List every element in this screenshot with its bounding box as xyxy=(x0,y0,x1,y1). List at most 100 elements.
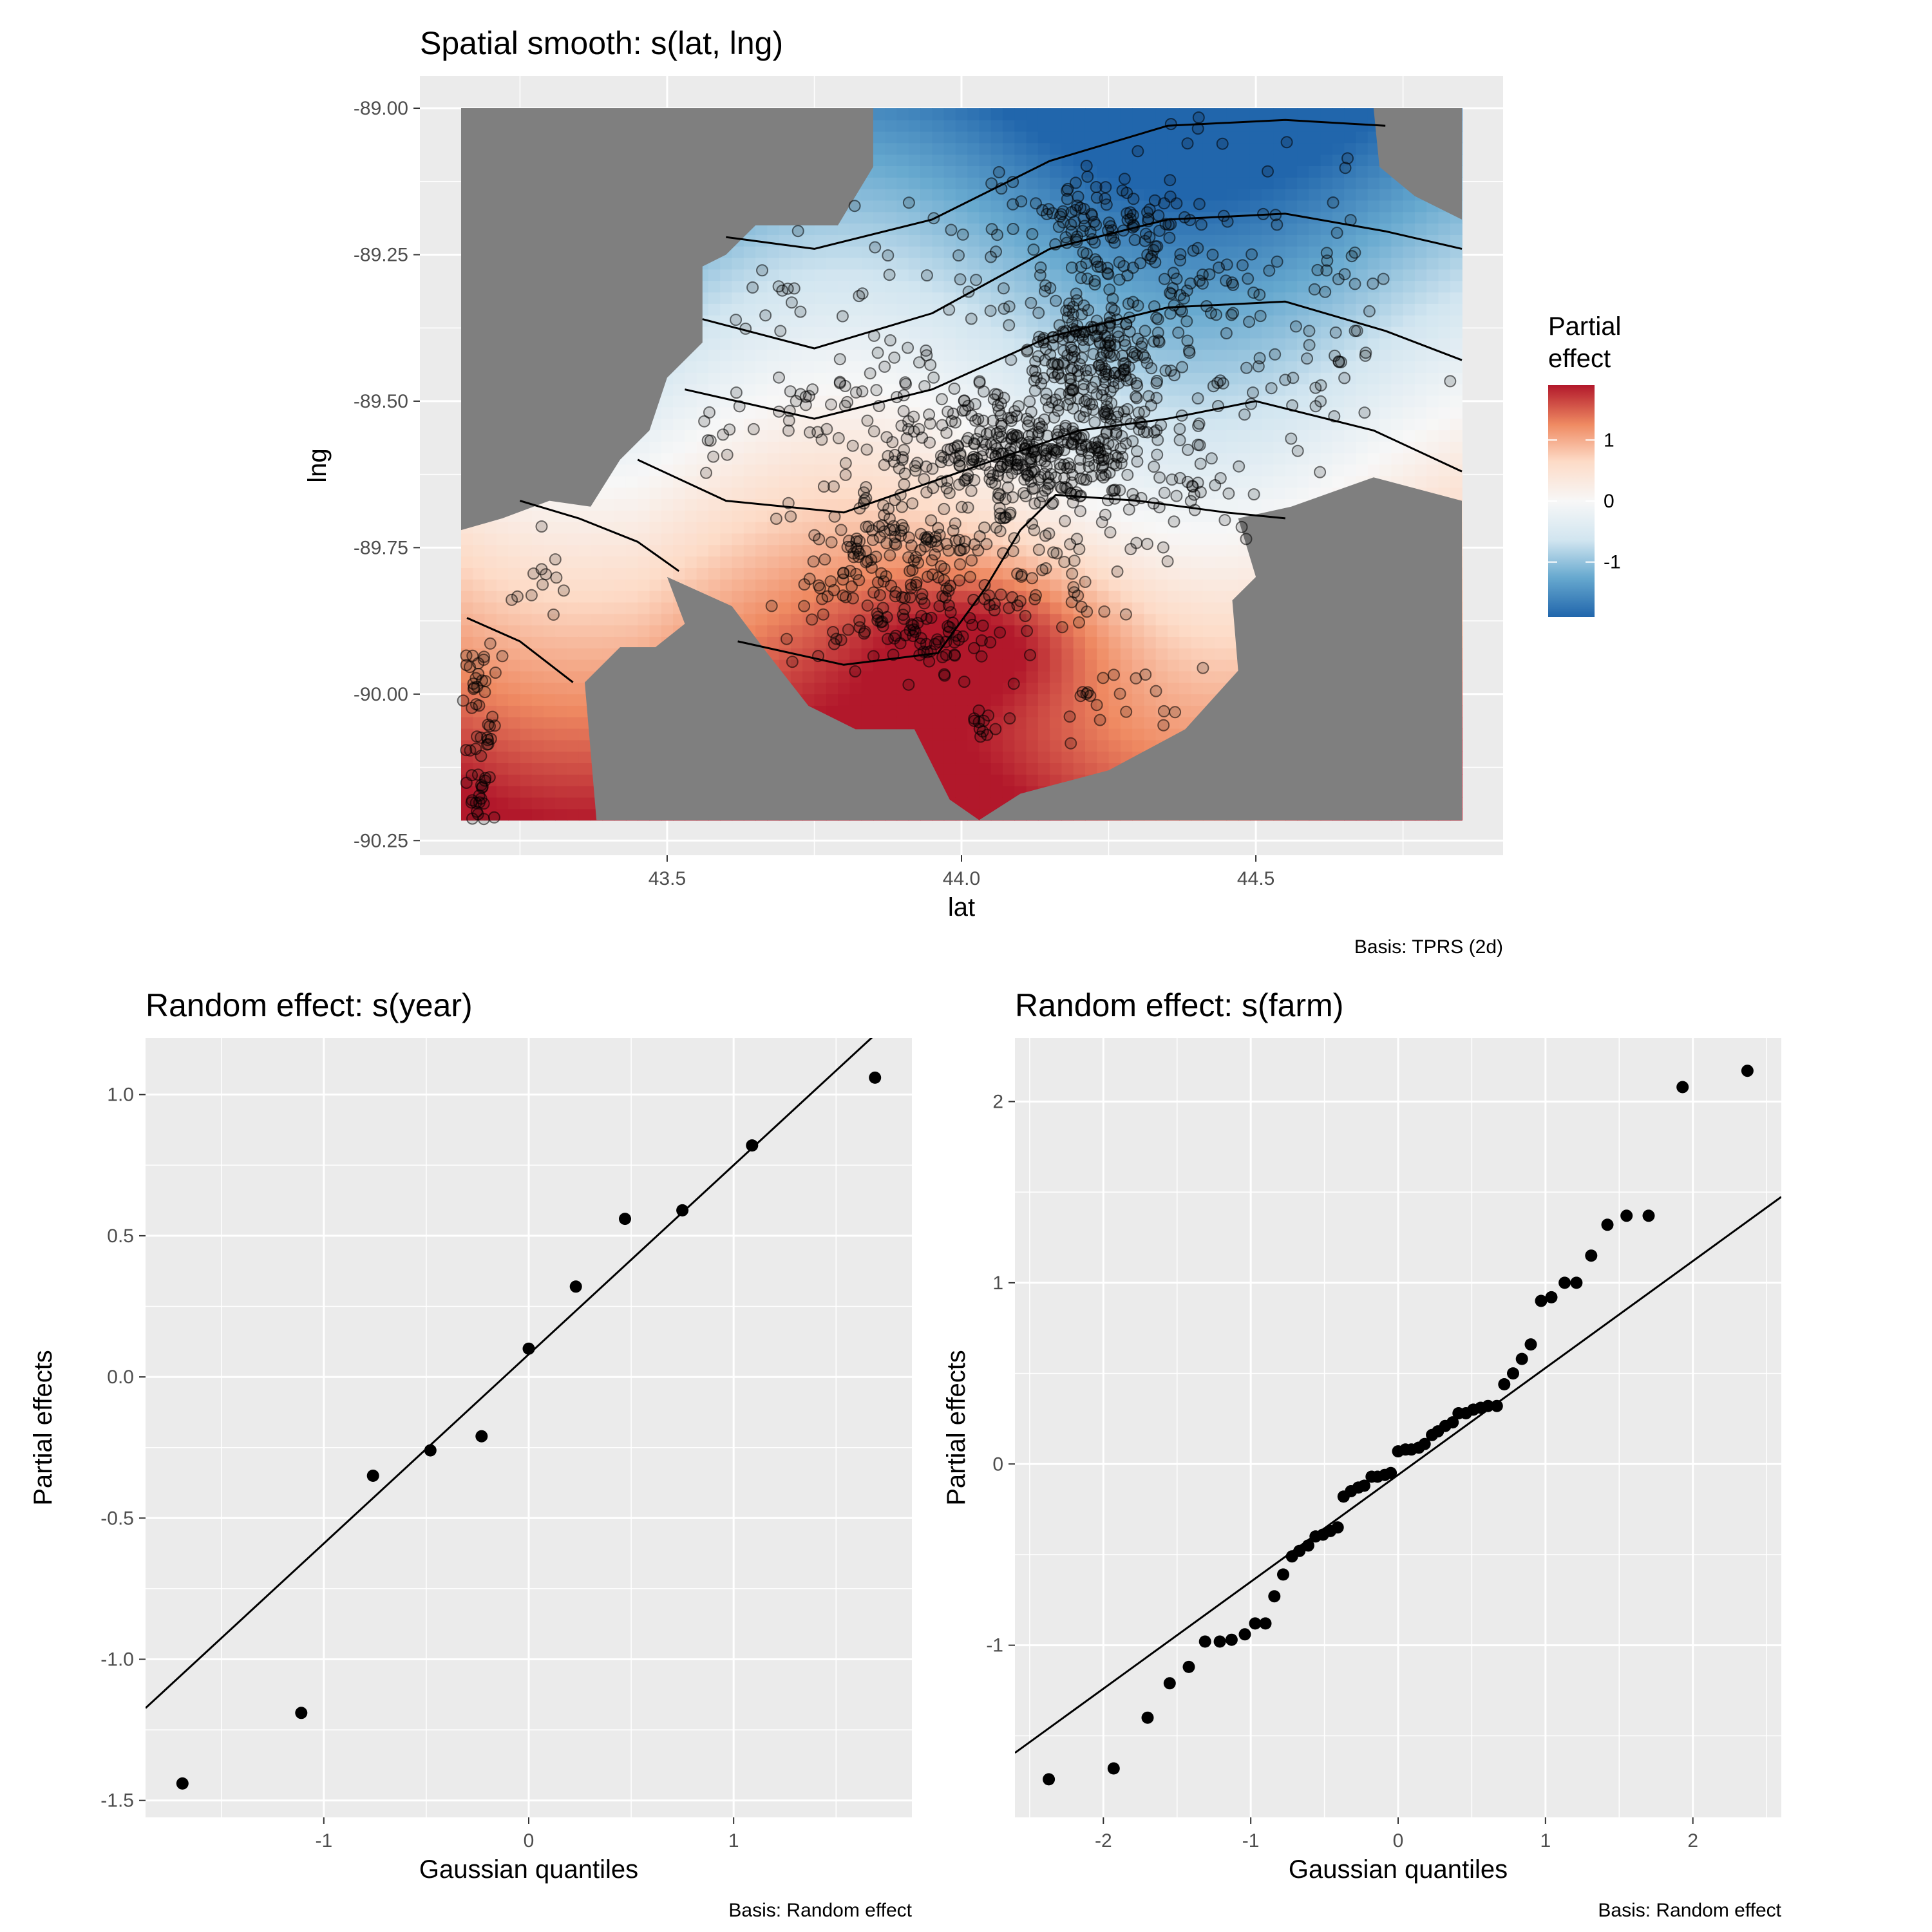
heatmap-cell xyxy=(1108,154,1121,166)
heatmap-cell xyxy=(591,590,603,603)
heatmap-cell xyxy=(932,223,945,235)
heatmap-cell xyxy=(896,682,909,695)
heatmap-cell xyxy=(1262,326,1274,339)
heatmap-cell xyxy=(1309,154,1321,166)
heatmap-cell xyxy=(932,292,945,304)
heatmap-cell xyxy=(520,728,533,741)
heatmap-cell xyxy=(1061,108,1074,120)
heatmap-cell xyxy=(1379,337,1392,350)
heatmap-cell xyxy=(979,234,992,247)
heatmap-cell xyxy=(520,625,533,637)
heatmap-cell xyxy=(755,372,768,384)
heatmap-cell xyxy=(1379,314,1392,327)
heatmap-cell xyxy=(1202,625,1215,637)
heatmap-cell xyxy=(1273,177,1286,189)
heatmap-cell xyxy=(1191,544,1204,557)
heatmap-cell xyxy=(826,705,838,717)
heatmap-cell xyxy=(873,716,886,729)
heatmap-cell xyxy=(696,533,709,545)
heatmap-cell xyxy=(1167,579,1180,591)
heatmap-cell xyxy=(531,808,544,821)
heatmap-cell xyxy=(861,716,874,729)
heatmap-cell xyxy=(1309,131,1321,144)
heatmap-cell xyxy=(1002,694,1016,706)
heatmap-cell xyxy=(932,108,945,120)
heatmap-cell xyxy=(1191,533,1204,545)
heatmap-cell xyxy=(1167,452,1180,465)
heatmap-cell xyxy=(885,590,898,603)
heatmap-cell xyxy=(743,441,756,453)
heatmap-cell xyxy=(1002,108,1016,120)
heatmap-cell xyxy=(838,245,851,258)
heatmap-cell xyxy=(849,441,862,453)
heatmap-cell xyxy=(1120,142,1133,155)
heatmap-cell xyxy=(932,751,945,764)
heatmap-cell xyxy=(460,579,474,591)
heatmap-cell xyxy=(979,797,992,810)
heatmap-cell xyxy=(720,510,733,522)
heatmap-cell xyxy=(908,177,921,189)
heatmap-cell xyxy=(967,567,980,580)
heatmap-cell xyxy=(990,670,1003,683)
heatmap-cell xyxy=(1285,464,1298,477)
heatmap-cell xyxy=(1050,590,1063,603)
spatial-smooth-panel: Spatial smooth: s(lat, lng) 43.5 44.0 44.5… xyxy=(303,25,1621,958)
heatmap-cell xyxy=(661,533,674,545)
heatmap-cell xyxy=(1297,280,1310,293)
heatmap-cell xyxy=(1002,670,1016,683)
heatmap-cell xyxy=(1191,372,1204,384)
heatmap-cell xyxy=(1391,303,1404,316)
heatmap-cell xyxy=(1097,579,1110,591)
heatmap-cell xyxy=(967,326,980,339)
heatmap-cell xyxy=(1249,223,1263,235)
heatmap-cell xyxy=(1215,590,1227,603)
heatmap-cell xyxy=(979,337,992,350)
heatmap-cell xyxy=(896,166,909,178)
heatmap-cell xyxy=(1191,326,1204,339)
heatmap-cell xyxy=(1002,774,1016,786)
heatmap-cell xyxy=(955,177,968,189)
heatmap-cell xyxy=(955,430,968,442)
heatmap-cell xyxy=(896,200,909,213)
heatmap-cell xyxy=(755,245,768,258)
heatmap-cell xyxy=(1226,234,1239,247)
heatmap-cell xyxy=(567,544,580,557)
heatmap-cell xyxy=(1191,556,1204,568)
heatmap-cell xyxy=(496,579,509,591)
heatmap-cell xyxy=(1120,119,1133,132)
heatmap-cell xyxy=(814,395,827,408)
heatmap-cell xyxy=(531,556,544,568)
heatmap-cell xyxy=(1179,567,1192,580)
heatmap-cell xyxy=(826,269,838,281)
heatmap-cell xyxy=(1073,694,1086,706)
heatmap-cell xyxy=(955,751,968,764)
heatmap-cell xyxy=(1215,108,1227,120)
heatmap-cell xyxy=(849,682,862,695)
heatmap-cell xyxy=(1097,108,1110,120)
heatmap-cell xyxy=(1344,292,1357,304)
heatmap-cell xyxy=(1061,521,1074,534)
heatmap-cell xyxy=(625,464,639,477)
heatmap-cell xyxy=(1061,636,1074,649)
heatmap-cell xyxy=(732,544,744,557)
heatmap-cell xyxy=(1297,418,1310,431)
heatmap-cell xyxy=(920,521,933,534)
heatmap-cell xyxy=(1356,108,1368,120)
heatmap-cell xyxy=(908,119,921,132)
heatmap-cell xyxy=(885,280,898,293)
heatmap-cell xyxy=(1037,177,1050,189)
heatmap-cell xyxy=(1202,567,1215,580)
heatmap-cell xyxy=(990,762,1003,775)
heatmap-cell xyxy=(826,349,838,362)
heatmap-cell xyxy=(1026,154,1039,166)
heatmap-cell xyxy=(767,361,780,373)
heatmap-cell xyxy=(531,636,544,649)
heatmap-cell xyxy=(943,659,956,672)
heatmap-cell xyxy=(802,292,815,304)
heatmap-cell xyxy=(885,119,898,132)
heatmap-cell xyxy=(1144,716,1157,729)
heatmap-cell xyxy=(460,762,474,775)
heatmap-cell xyxy=(567,613,580,626)
heatmap-cell xyxy=(625,544,639,557)
heatmap-cell xyxy=(743,464,756,477)
